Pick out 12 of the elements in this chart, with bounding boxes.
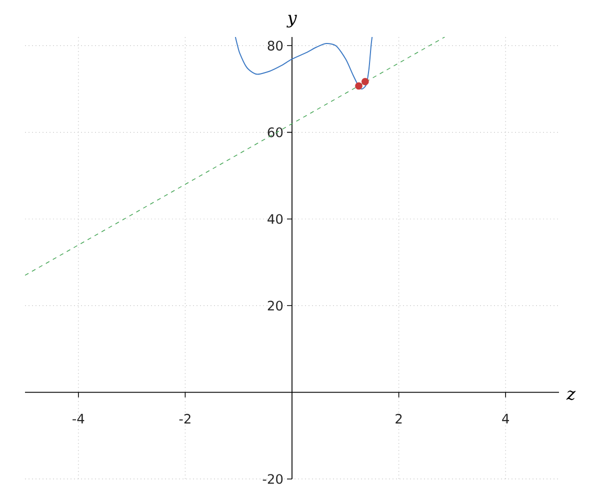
x-tick-label: -4 (72, 414, 84, 424)
x-tick-label: -2 (179, 414, 190, 424)
x-tick-label: 4 (502, 414, 510, 424)
x-tick-label: 2 (396, 414, 402, 424)
y-tick-label: -20 (262, 474, 283, 484)
y-tick-label: 60 (268, 127, 283, 138)
line-series (234, 36, 373, 90)
y-tick-label: 20 (268, 300, 283, 311)
y-axis-title: y (286, 14, 297, 28)
x-axis-title: z (566, 390, 576, 400)
y-tick-label: 40 (268, 214, 283, 224)
y-tick-label: 80 (268, 40, 283, 51)
